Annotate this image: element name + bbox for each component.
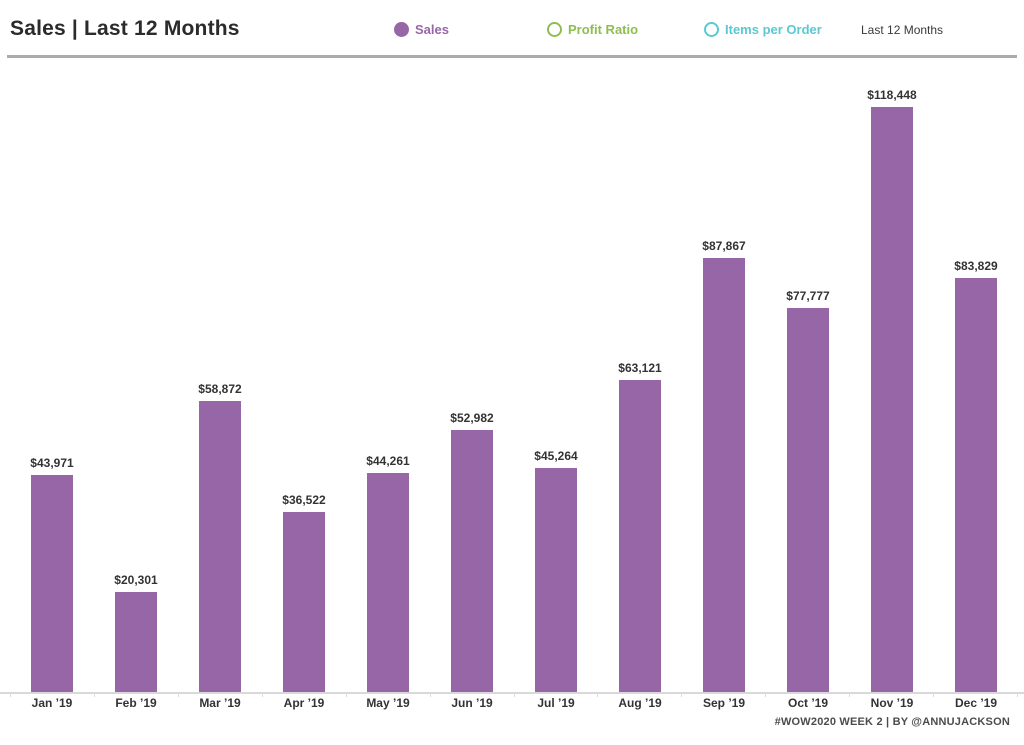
bar-column: $63,121 — [598, 62, 682, 692]
bar-value-label: $58,872 — [198, 382, 242, 396]
header: Sales | Last 12 Months Sales Profit Rati… — [0, 0, 1024, 55]
bar-column: $87,867 — [682, 62, 766, 692]
x-axis-tick — [598, 692, 683, 697]
x-axis-label: Nov ’19 — [870, 696, 914, 710]
bar-value-label: $63,121 — [618, 361, 662, 375]
bar[interactable] — [619, 380, 661, 692]
bar-column: $44,261 — [346, 62, 430, 692]
bar[interactable] — [283, 512, 325, 692]
sales-legend-circle-icon — [394, 22, 409, 37]
bar-value-label: $44,261 — [366, 454, 410, 468]
legend-label-profit-ratio: Profit Ratio — [568, 22, 639, 37]
bar-column: $58,872 — [178, 62, 262, 692]
x-axis-label: Apr ’19 — [283, 696, 325, 710]
bar-column: $118,448 — [850, 62, 934, 692]
bar[interactable] — [871, 107, 913, 692]
bar[interactable] — [955, 278, 997, 692]
page-title: Sales | Last 12 Months — [10, 17, 240, 40]
bar-value-label: $20,301 — [114, 573, 158, 587]
date-range-label: Last 12 Months — [861, 23, 944, 37]
bar-value-label: $43,971 — [30, 456, 74, 470]
x-axis-label: Mar ’19 — [199, 696, 241, 710]
x-axis-ticks — [10, 692, 1019, 697]
x-axis-label: Aug ’19 — [618, 696, 662, 710]
bar-value-label: $118,448 — [867, 88, 917, 102]
profit-ratio-legend-circle-icon — [547, 22, 562, 37]
x-axis-label: May ’19 — [366, 696, 410, 710]
x-axis-label: Sep ’19 — [702, 696, 746, 710]
bar[interactable] — [31, 475, 73, 692]
bar[interactable] — [115, 592, 157, 692]
x-axis-label: Jul ’19 — [537, 696, 575, 710]
legend-item-profit-ratio[interactable]: Profit Ratio — [547, 22, 638, 37]
bar-column: $83,829 — [934, 62, 1018, 692]
bar-chart: $43,971 $20,301 $58,872 $36,522 $44,261 $52,9… — [10, 62, 1018, 692]
bar-column: $43,971 — [10, 62, 94, 692]
bar-column: $77,777 — [766, 62, 850, 692]
bar-column: $52,982 — [430, 62, 514, 692]
x-axis-tick — [347, 692, 431, 697]
legend-item-sales[interactable]: Sales — [394, 22, 449, 37]
x-axis-tick — [263, 692, 347, 697]
bar-value-label: $83,829 — [954, 259, 998, 273]
bar-column: $45,264 — [514, 62, 598, 692]
bar[interactable] — [703, 258, 745, 692]
bar-value-label: $45,264 — [534, 449, 578, 463]
x-axis-label: Dec ’19 — [954, 696, 998, 710]
legend-label-items-per-order: Items per Order — [725, 22, 822, 37]
bar-value-label: $87,867 — [702, 239, 746, 253]
x-axis-tick — [431, 692, 515, 697]
credit-text: #WOW2020 WEEK 2 | BY @ANNUJACKSON — [774, 716, 1010, 728]
bar[interactable] — [367, 473, 409, 692]
x-axis-label: Jun ’19 — [451, 696, 493, 710]
x-axis-tick — [850, 692, 935, 697]
bar-value-label: $52,982 — [450, 411, 494, 425]
bar[interactable] — [535, 468, 577, 692]
bar[interactable] — [787, 308, 829, 692]
x-axis-labels: Jan ’19 Feb ’19 Mar ’19 Apr ’19 May ’19 Jun ’… — [10, 696, 1018, 710]
x-axis-tick — [10, 692, 95, 697]
x-axis-label: Oct ’19 — [787, 696, 829, 710]
x-axis-label: Jan ’19 — [31, 696, 73, 710]
x-axis-tick — [934, 692, 1019, 697]
items-per-order-legend-circle-icon — [704, 22, 719, 37]
legend-label-sales: Sales — [415, 22, 449, 37]
header-divider — [7, 55, 1017, 58]
x-axis-label: Feb ’19 — [115, 696, 157, 710]
x-axis-tick — [682, 692, 767, 697]
x-axis-tick — [95, 692, 179, 697]
bar[interactable] — [451, 430, 493, 692]
bar-column: $36,522 — [262, 62, 346, 692]
bar-value-label: $36,522 — [282, 493, 326, 507]
legend-item-items-per-order[interactable]: Items per Order — [704, 22, 822, 37]
x-axis-tick — [179, 692, 263, 697]
bar-column: $20,301 — [94, 62, 178, 692]
bar[interactable] — [199, 401, 241, 692]
x-axis-line — [0, 692, 1024, 694]
x-axis-tick — [766, 692, 851, 697]
x-axis-tick — [515, 692, 599, 697]
bar-value-label: $77,777 — [786, 289, 830, 303]
